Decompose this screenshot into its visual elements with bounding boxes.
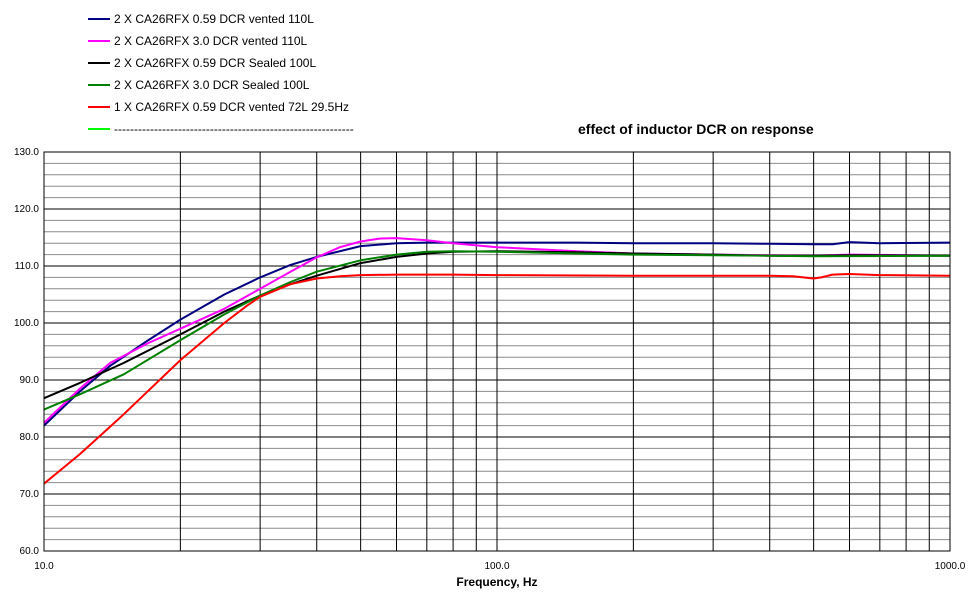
legend-label-3: 2 X CA26RFX 0.59 DCR Sealed 100L — [114, 56, 316, 70]
y-tick-label: 80.0 — [20, 432, 40, 443]
x-axis-title: Frequency, Hz — [456, 575, 537, 589]
series-line-5 — [43, 273, 951, 485]
y-axis-ticks: 60.0 70.0 80.0 90.0 100.0 110.0 120.0 130.0 — [14, 147, 39, 557]
legend-label-1: 2 X CA26RFX 0.59 DCR vented 110L — [114, 12, 314, 26]
chart-title: effect of inductor DCR on response — [578, 121, 814, 137]
legend-label-5: 1 X CA26RFX 0.59 DCR vented 72L 29.5Hz — [114, 100, 349, 114]
x-tick-label: 10.0 — [34, 561, 54, 572]
legend-label-4: 2 X CA26RFX 3.0 DCR Sealed 100L — [114, 78, 310, 92]
y-tick-label: 100.0 — [14, 318, 39, 329]
legend: 2 X CA26RFX 0.59 DCR vented 110L 2 X CA26… — [88, 12, 354, 136]
plot-border — [43, 151, 951, 552]
y-tick-label: 130.0 — [14, 147, 39, 158]
y-tick-label: 60.0 — [20, 546, 40, 557]
x-tick-label: 1000.0 — [935, 561, 966, 572]
legend-label-6: ----------------------------------------… — [114, 122, 354, 136]
series-lines — [43, 237, 951, 485]
grid — [44, 152, 950, 551]
x-tick-label: 100.0 — [484, 561, 509, 572]
legend-label-2: 2 X CA26RFX 3.0 DCR vented 110L — [114, 34, 308, 48]
y-tick-label: 70.0 — [20, 489, 40, 500]
y-tick-label: 90.0 — [20, 375, 40, 386]
y-tick-label: 120.0 — [14, 204, 39, 215]
x-axis-ticks: 10.0 100.0 1000.0 — [34, 561, 965, 572]
series-line-1 — [43, 241, 951, 427]
y-tick-label: 110.0 — [15, 261, 40, 272]
series-line-4 — [43, 250, 951, 411]
